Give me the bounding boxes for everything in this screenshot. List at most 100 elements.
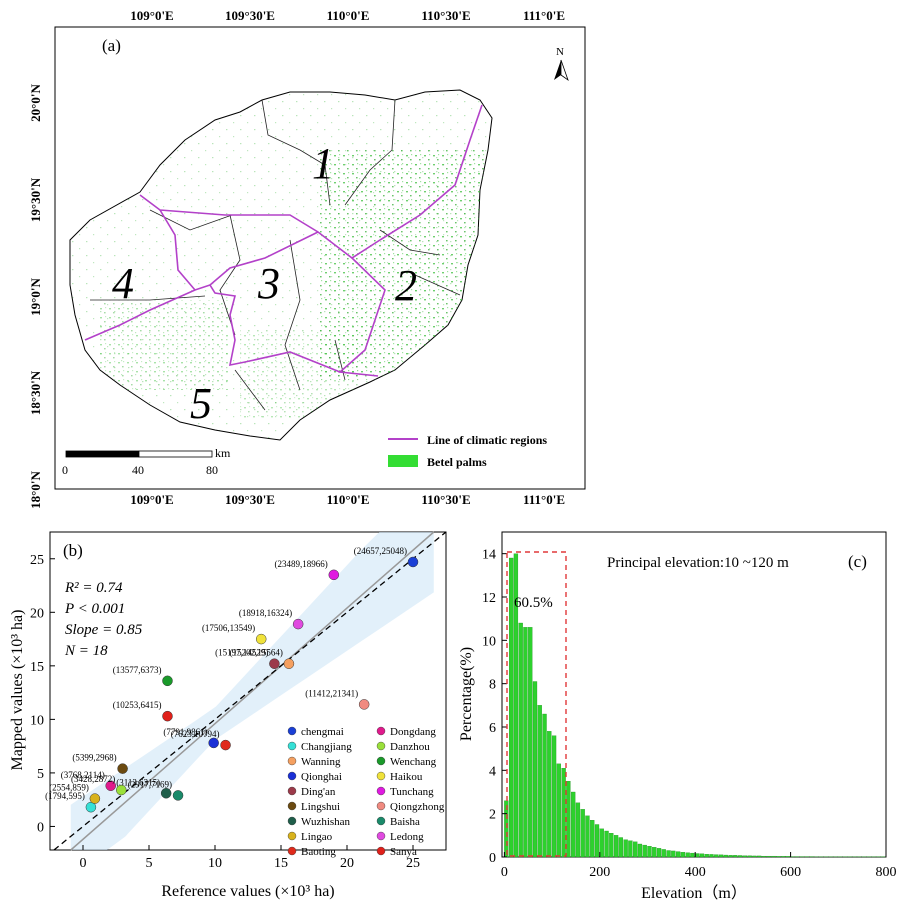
- scatter-point: [105, 780, 116, 792]
- scale-label-40: 40: [132, 463, 144, 477]
- histogram-bar: [757, 855, 762, 858]
- y-tick-label: 10: [482, 634, 496, 649]
- legend-entry: Lingao: [301, 831, 333, 843]
- legend-marker: [376, 846, 386, 856]
- x-tick-label: 20: [340, 856, 354, 871]
- region-numbers: 1 2 3 4 5: [112, 139, 417, 428]
- histogram-bar: [547, 731, 552, 858]
- y-tick-label: 5: [37, 767, 44, 782]
- histogram-bar: [556, 763, 561, 858]
- point-label: (5399,2968): [72, 753, 116, 763]
- histogram-bar: [690, 852, 695, 858]
- scatter-stats: R² = 0.74 P < 0.001 Slope = 0.85 N = 18: [64, 580, 143, 659]
- scatter-point: [162, 675, 173, 687]
- lat-tick: 19°30'N: [28, 177, 43, 222]
- y-tick-label: 2: [489, 808, 496, 823]
- histogram-x-label: Elevation（m）: [641, 884, 747, 902]
- histogram-bar: [613, 835, 619, 858]
- histogram-bar: [661, 849, 666, 858]
- histogram-bar: [761, 855, 767, 858]
- histogram-bar: [599, 828, 604, 858]
- histogram-y-label: Percentage(%): [458, 647, 475, 741]
- y-tick-label: 15: [30, 660, 44, 675]
- scatter-point: [358, 699, 370, 710]
- histogram-bar: [509, 557, 514, 858]
- histogram-y-ticks: 0 2 4 6 8 10 12 14: [482, 548, 507, 866]
- legend-entry: chengmai: [301, 726, 344, 738]
- legend-marker: [287, 741, 297, 751]
- histogram-bar: [575, 802, 581, 858]
- scatter-point: [220, 739, 231, 751]
- map-panel: 109°0'E 109°30'E 110°0'E 110°30'E 111°0'E 10…: [28, 8, 586, 509]
- legend-marker: [376, 726, 386, 736]
- point-label: (18918,16324): [239, 608, 292, 618]
- y-tick-label: 0: [489, 851, 496, 866]
- legend-entry: Danzhou: [390, 741, 430, 753]
- legend-marker: [376, 786, 386, 796]
- legend-entry: Ledong: [390, 831, 424, 843]
- scatter-legend: chengmai Changjiang Wanning Qionghai Ding'an…: [287, 726, 445, 858]
- histogram-bar: [766, 855, 771, 858]
- lon-tick-top: 109°0'E: [130, 8, 173, 23]
- legend-betel-swatch: [388, 455, 418, 467]
- histogram-bar: [752, 855, 757, 858]
- stat-n: N = 18: [64, 643, 108, 659]
- fit-line: [70, 531, 435, 851]
- legend-marker: [376, 771, 386, 781]
- x-tick-label: 800: [876, 865, 897, 880]
- histogram-bar: [723, 854, 728, 858]
- lon-tick-bottom: 110°0'E: [327, 492, 370, 507]
- map-bottom-ticks: 109°0'E 109°30'E 110°0'E 110°30'E 111°0'E: [130, 492, 565, 507]
- legend-marker: [376, 756, 386, 766]
- histogram-bar: [714, 854, 719, 858]
- scatter-x-label: Reference values (×10³ ha): [161, 883, 334, 900]
- histogram-bar: [590, 820, 595, 858]
- scatter-point: [208, 737, 219, 749]
- lon-tick-bottom: 109°30'E: [225, 492, 275, 507]
- histogram-bar: [704, 854, 709, 858]
- scatter-point: [407, 556, 419, 568]
- histogram-bar: [680, 852, 686, 858]
- principal-elevation-note: Principal elevation:10 ~120 m: [607, 555, 789, 571]
- north-label: N: [556, 46, 564, 58]
- histogram-bar: [718, 854, 724, 858]
- histogram-bar: [518, 622, 523, 858]
- histogram-bar: [671, 850, 676, 858]
- y-tick-label: 20: [30, 606, 44, 621]
- legend-entry: Haikou: [390, 771, 423, 783]
- histogram-bar: [695, 853, 700, 858]
- scatter-point: [117, 763, 128, 774]
- legend-region-line-label: Line of climatic regions: [427, 433, 547, 447]
- lon-tick-top: 110°0'E: [327, 8, 370, 23]
- histogram-bar: [551, 735, 557, 858]
- histogram-bar: [642, 844, 647, 858]
- region-number-5: 5: [190, 379, 212, 428]
- legend-marker: [287, 771, 297, 781]
- scatter-point: [85, 801, 97, 813]
- histogram-bar: [618, 837, 623, 858]
- region-number-3: 3: [257, 259, 280, 308]
- legend-betel-label: Betel palms: [427, 455, 487, 469]
- histogram-bar: [528, 627, 533, 858]
- y-tick-label: 10: [30, 713, 44, 728]
- lon-tick-bottom: 111°0'E: [523, 492, 565, 507]
- y-tick-label: 0: [37, 820, 44, 835]
- map-legend: Line of climatic regions Betel palms: [388, 433, 547, 469]
- lat-tick: 19°0'N: [28, 278, 43, 316]
- stat-p: P < 0.001: [64, 601, 125, 617]
- histogram-bar: [561, 768, 566, 858]
- histogram-bar: [594, 824, 600, 858]
- histogram-bar: [742, 855, 748, 858]
- scale-label-80: 80: [206, 463, 218, 477]
- scatter-point: [328, 569, 340, 581]
- legend-marker: [287, 816, 297, 826]
- one-to-one-line: [53, 531, 447, 851]
- principal-elevation-box: [506, 551, 567, 857]
- histogram-bar: [513, 553, 519, 858]
- legend-entry: Wuzhishan: [301, 816, 351, 828]
- region-number-1: 1: [312, 139, 334, 188]
- point-label: (15202,15564): [230, 648, 283, 658]
- histogram-bar: [628, 840, 633, 858]
- histogram-bar: [537, 705, 542, 858]
